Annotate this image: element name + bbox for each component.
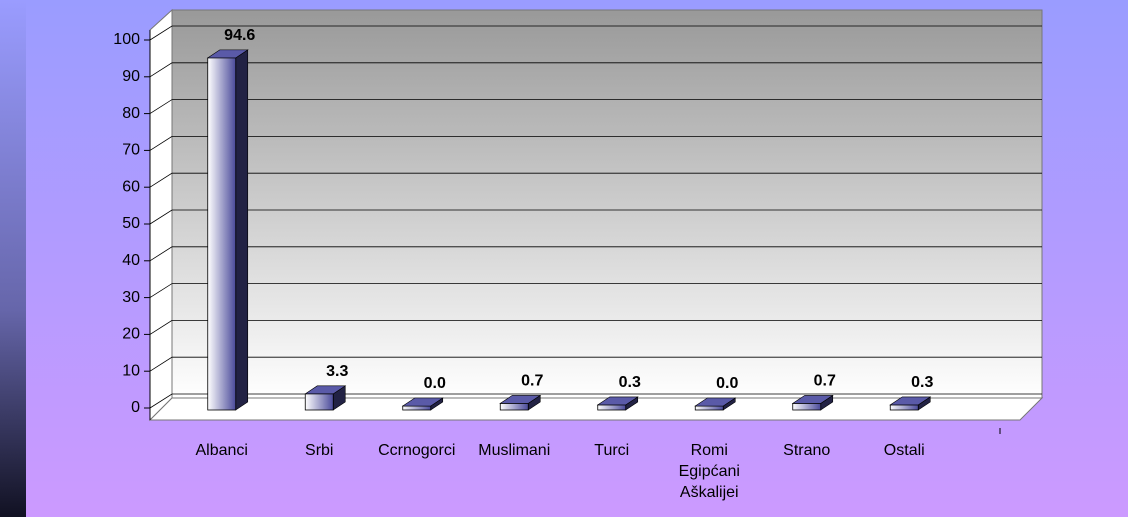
data-label: 0.0 <box>716 375 738 392</box>
side-strip <box>0 0 26 517</box>
y-tick-label: 40 <box>122 252 140 269</box>
x-tick-label: Romi Egipćani Aškalijei <box>678 442 740 501</box>
y-tick-label: 50 <box>122 215 140 232</box>
bar <box>792 403 822 411</box>
data-label: 0.3 <box>911 374 933 391</box>
grid-line <box>149 62 1042 78</box>
y-tick-label: 0 <box>131 399 140 416</box>
y-tick-label: 70 <box>122 142 140 159</box>
x-tick-label: Muslimani <box>478 442 551 459</box>
bar-top <box>596 396 639 406</box>
bar-top <box>304 385 347 395</box>
bar-top <box>401 397 444 407</box>
grid-line <box>149 25 1042 41</box>
bar-top <box>694 397 737 407</box>
data-label: 3.3 <box>326 363 348 380</box>
bar <box>207 57 237 411</box>
y-tick-label: 10 <box>122 362 140 379</box>
y-tick-label: 100 <box>113 31 140 48</box>
bar-top <box>889 396 932 406</box>
grid-line <box>149 393 1042 409</box>
data-label: 94.6 <box>224 27 255 44</box>
x-tick-label: Ostali <box>883 442 925 459</box>
x-tick-label: Srbi <box>305 442 334 459</box>
y-tick-label: 30 <box>122 289 140 306</box>
y-tick-label: 60 <box>122 178 140 195</box>
x-tick-label: Ccrnogorci <box>378 442 456 459</box>
bar <box>889 404 919 411</box>
side-wall <box>149 8 173 422</box>
grid-line <box>149 172 1042 188</box>
data-label: 0.7 <box>521 373 543 390</box>
bar <box>304 393 334 411</box>
y-tick-label: 90 <box>122 68 140 85</box>
x-tick-label: Turci <box>594 442 630 459</box>
grid-line <box>149 246 1042 262</box>
x-tick-label: Albanci <box>195 442 248 459</box>
bar <box>694 405 724 411</box>
grid-line <box>149 135 1042 151</box>
bar-top <box>206 49 249 59</box>
y-tick-label: 80 <box>122 105 140 122</box>
grid-line <box>149 356 1042 372</box>
bar-top <box>791 395 834 404</box>
bar <box>597 404 627 411</box>
grid-line <box>149 99 1042 114</box>
bar-top <box>499 395 542 404</box>
y-tick-label: 20 <box>122 326 140 343</box>
bar-side <box>235 49 249 411</box>
back-wall <box>171 9 1043 399</box>
data-label: 0.7 <box>814 373 836 390</box>
bar <box>499 403 529 411</box>
bar <box>402 405 432 411</box>
x-tick-label: Strano <box>783 442 831 459</box>
grid-line <box>149 209 1042 225</box>
grid-line <box>149 319 1042 335</box>
data-label: 0.0 <box>424 375 446 392</box>
data-label: 0.3 <box>619 374 641 391</box>
grid-line <box>149 283 1042 298</box>
